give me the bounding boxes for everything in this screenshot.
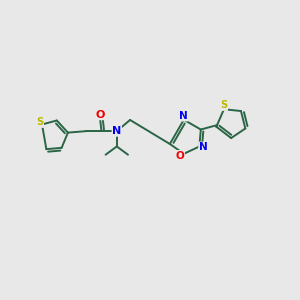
Text: N: N — [179, 111, 188, 121]
Text: S: S — [220, 100, 227, 110]
Text: N: N — [112, 126, 122, 136]
Text: O: O — [95, 110, 105, 120]
Text: S: S — [36, 117, 43, 128]
Text: N: N — [199, 142, 208, 152]
Text: O: O — [176, 151, 184, 160]
